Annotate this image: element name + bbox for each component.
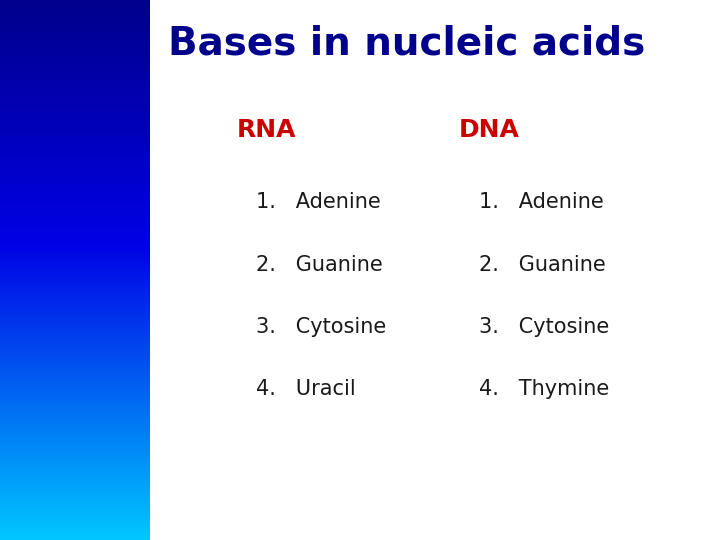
- Text: 3.   Cytosine: 3. Cytosine: [256, 316, 386, 337]
- Text: 3.   Cytosine: 3. Cytosine: [479, 316, 609, 337]
- Text: 4.   Thymine: 4. Thymine: [479, 379, 609, 399]
- Text: 1.   Adenine: 1. Adenine: [479, 192, 603, 213]
- Text: RNA: RNA: [237, 118, 296, 141]
- Text: 4.   Uracil: 4. Uracil: [256, 379, 356, 399]
- Text: DNA: DNA: [459, 118, 520, 141]
- Text: 1.   Adenine: 1. Adenine: [256, 192, 380, 213]
- Text: 2.   Guanine: 2. Guanine: [256, 254, 382, 275]
- Text: 2.   Guanine: 2. Guanine: [479, 254, 606, 275]
- Text: Bases in nucleic acids: Bases in nucleic acids: [168, 24, 645, 62]
